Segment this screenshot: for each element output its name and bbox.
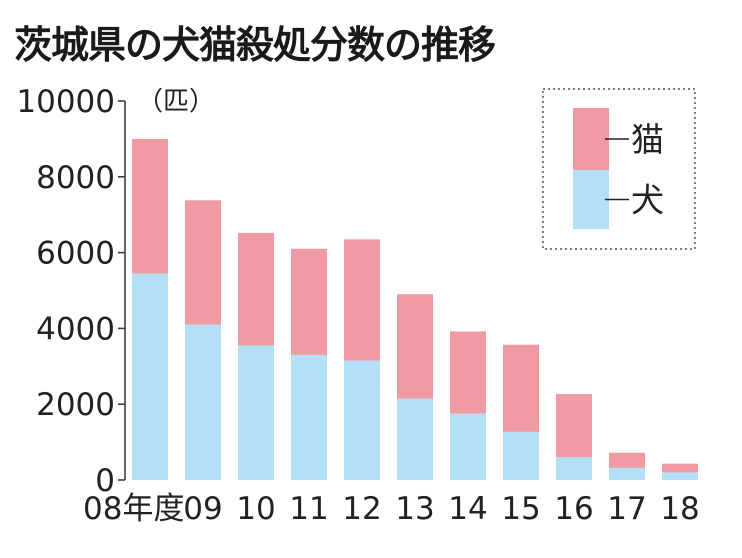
- legend-swatch-dog: [573, 170, 609, 229]
- bar-segment-dog-4: [344, 360, 380, 480]
- bar-segment-cat-10: [662, 463, 698, 473]
- x-tick-label: 10: [236, 491, 275, 527]
- bars: [132, 138, 698, 480]
- legend: 猫犬: [542, 88, 696, 250]
- legend-box: [542, 88, 696, 250]
- bar-segment-dog-3: [291, 354, 327, 480]
- chart-title: 茨城県の犬猫殺処分数の推移: [14, 23, 496, 67]
- x-tick-label: 14: [448, 491, 487, 527]
- y-tick-label: 6000: [36, 236, 115, 272]
- bar-segment-dog-7: [503, 431, 539, 480]
- bar-segment-dog-0: [132, 273, 168, 480]
- bar-segment-dog-6: [450, 413, 486, 480]
- x-tick-label: 11: [289, 491, 328, 527]
- x-tick-label: 09: [183, 491, 222, 527]
- y-tick-label: 4000: [36, 311, 115, 347]
- legend-label-dog: 犬: [631, 181, 664, 220]
- x-tick-label: 12: [342, 491, 381, 527]
- bar-segment-dog-9: [609, 467, 645, 480]
- y-tick-label: 0: [95, 463, 115, 499]
- bar-segment-cat-6: [450, 331, 486, 414]
- bar-segment-dog-1: [185, 324, 221, 480]
- legend-swatch-cat: [573, 108, 609, 170]
- bar-segment-cat-4: [344, 239, 380, 361]
- y-tick-label: 2000: [36, 387, 115, 423]
- x-tick-label: 16: [554, 491, 593, 527]
- bar-segment-cat-1: [185, 200, 221, 325]
- y-unit-label: （匹）: [137, 87, 215, 117]
- x-tick-label: 18: [660, 491, 699, 527]
- x-tick-label: 15: [501, 491, 540, 527]
- y-axis: 0 2000 4000 6000 8000 10000: [16, 84, 126, 499]
- bar-segment-cat-5: [397, 294, 433, 399]
- y-tick-label: 10000: [16, 84, 115, 120]
- bar-segment-dog-5: [397, 398, 433, 480]
- bar-segment-cat-3: [291, 248, 327, 355]
- bar-segment-dog-8: [556, 457, 592, 480]
- bar-segment-cat-2: [238, 232, 274, 346]
- bar-segment-cat-9: [609, 452, 645, 468]
- x-tick-label: 13: [395, 491, 434, 527]
- bar-segment-cat-7: [503, 344, 539, 432]
- bar-segment-cat-8: [556, 393, 592, 458]
- bar-segment-dog-10: [662, 472, 698, 480]
- x-tick-label: 17: [607, 491, 646, 527]
- y-tick-label: 8000: [36, 160, 115, 196]
- bar-segment-cat-0: [132, 138, 168, 274]
- legend-label-cat: 猫: [631, 120, 664, 159]
- bar-segment-dog-2: [238, 345, 274, 480]
- x-tick-label: 08年度: [83, 491, 184, 527]
